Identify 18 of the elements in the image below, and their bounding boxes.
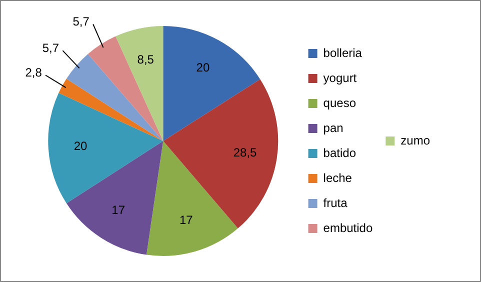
legend-label: fruta [323,196,348,210]
legend-label: zumo [400,133,430,148]
data-label: 28,5 [233,146,258,160]
data-label: 20 [196,60,210,75]
legend-label: embutido [323,220,373,235]
data-label: 5,7 [72,14,90,29]
legend-label: yogurt [323,70,358,85]
legend-label: queso [323,96,356,110]
data-label: 17 [179,212,194,227]
legend-label: leche [323,170,352,185]
data-label: 8,5 [137,52,154,66]
legend-label: bolleria [323,46,362,60]
data-label: 2,8 [25,65,42,80]
data-label: 5,7 [42,40,60,55]
data-label: 20 [74,139,88,154]
legend-label: pan [323,120,344,135]
data-label: 17 [112,202,126,217]
legend-label: batido [323,146,356,160]
